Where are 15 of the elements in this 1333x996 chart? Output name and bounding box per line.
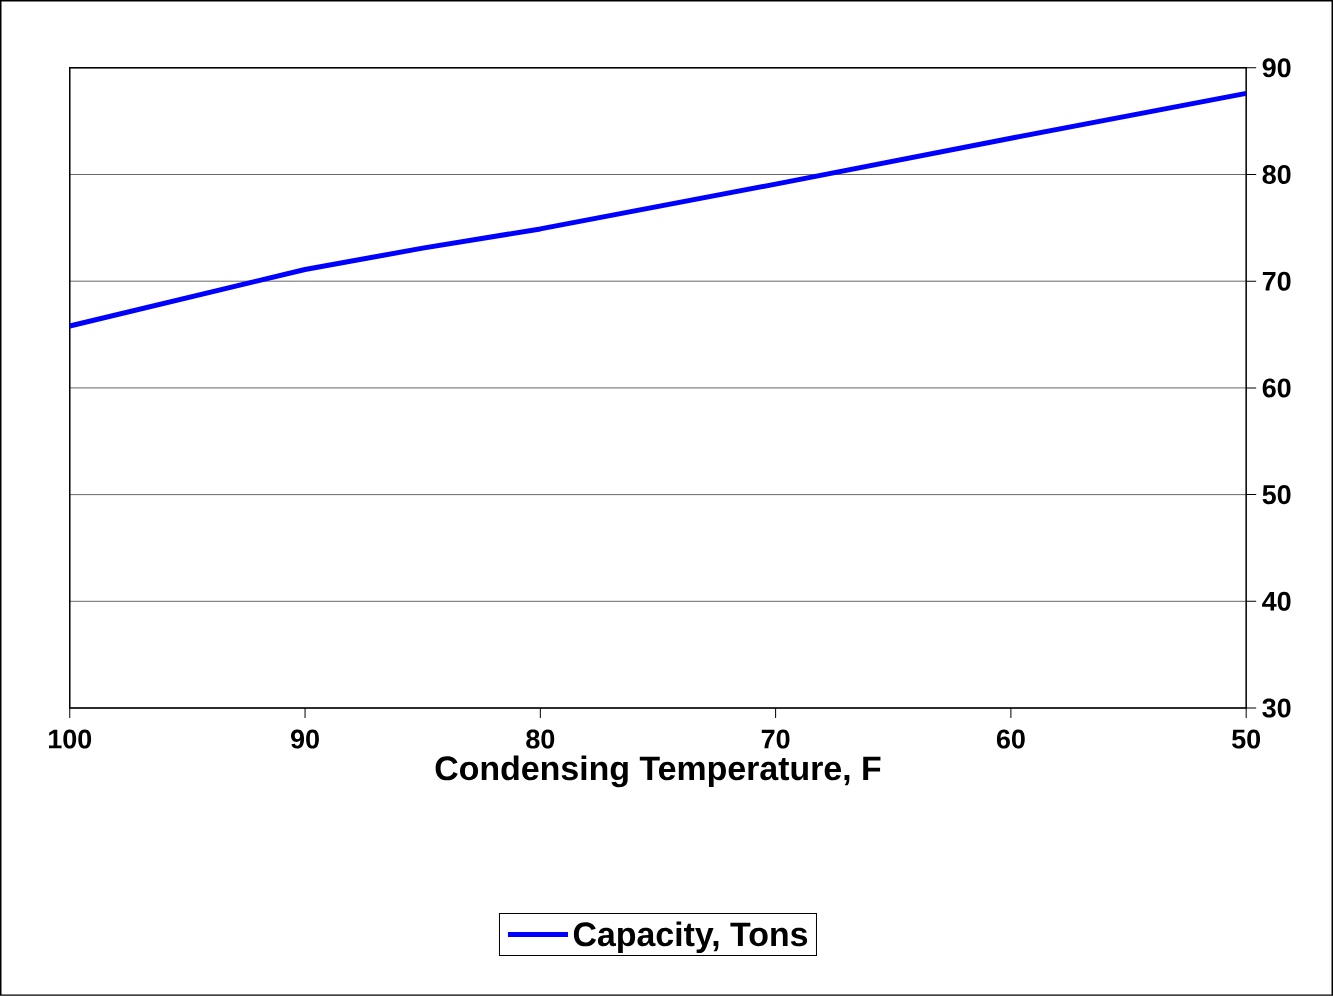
y-tick-label: 50 <box>1262 485 1291 505</box>
y-tick-label: 60 <box>1262 378 1291 398</box>
legend-label: Capacity, Tons <box>573 921 808 954</box>
x-tick-label: 50 <box>1232 729 1261 749</box>
y-tick-label: 70 <box>1262 271 1291 291</box>
x-tick-label: 100 <box>49 729 92 749</box>
y-tick-label: 90 <box>1262 58 1291 78</box>
y-tick-label: 80 <box>1262 165 1291 185</box>
x-tick-label: 70 <box>761 729 790 749</box>
x-tick-label: 80 <box>526 729 555 749</box>
y-tick-label: 40 <box>1262 591 1291 611</box>
x-tick-label: 90 <box>291 729 319 749</box>
y-tick-label: 30 <box>1262 698 1291 718</box>
x-axis-title: Condensing Temperature, F <box>435 755 881 788</box>
x-tick-label: 60 <box>996 729 1025 749</box>
